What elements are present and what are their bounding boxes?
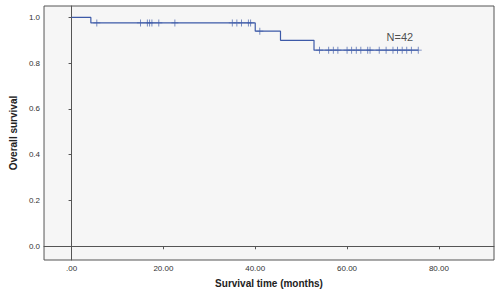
svg-text:1.0: 1.0 [29, 13, 41, 22]
svg-text:60.00: 60.00 [337, 264, 358, 273]
svg-text:.00: .00 [66, 264, 78, 273]
svg-text:40.00: 40.00 [245, 264, 266, 273]
svg-text:20.00: 20.00 [153, 264, 174, 273]
svg-text:0.0: 0.0 [29, 242, 41, 251]
svg-text:0.2: 0.2 [29, 196, 41, 205]
svg-text:Overall survival: Overall survival [8, 96, 19, 171]
svg-text:Survival time (months): Survival time (months) [215, 278, 323, 289]
svg-text:N=42: N=42 [387, 31, 414, 43]
svg-text:0.4: 0.4 [29, 150, 41, 159]
svg-text:0.8: 0.8 [29, 59, 41, 68]
svg-text:0.6: 0.6 [29, 104, 41, 113]
svg-text:80.00: 80.00 [429, 264, 450, 273]
